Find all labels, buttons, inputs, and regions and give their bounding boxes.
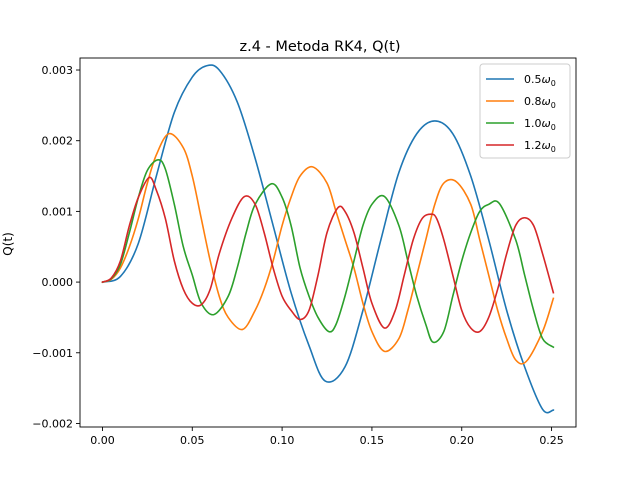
legend-label-2: 1.0ω0 <box>524 117 556 132</box>
x-tick-label: 0.20 <box>449 434 474 447</box>
y-tick-label: 0.000 <box>42 276 74 289</box>
series-layer <box>101 64 555 414</box>
y-tick-label: −0.001 <box>32 347 73 360</box>
legend-box <box>479 63 571 159</box>
legend: 0.5ω0 0.8ω0 1.0ω0 1.2ω0 <box>479 63 571 159</box>
x-tick-label: 0.05 <box>180 434 205 447</box>
y-tick-label: 0.002 <box>42 135 74 148</box>
legend-label-1: 0.8ω0 <box>524 95 556 110</box>
y-tick-label: 0.001 <box>42 205 74 218</box>
x-tick-label: 0.00 <box>90 434 115 447</box>
y-tick-label: −0.002 <box>32 417 73 430</box>
y-tick-label: 0.003 <box>42 64 74 77</box>
series-line-1 <box>101 132 555 365</box>
series-line-2 <box>101 158 555 349</box>
plot-frame <box>79 57 577 428</box>
axes-layer: 0.00 0.05 0.10 0.15 0.20 0.25 −0.002 −0.001 0.00… <box>32 57 577 447</box>
series-line-3 <box>101 176 555 334</box>
y-axis-label: Q(t) <box>1 232 15 256</box>
chart-title: z.4 - Metoda RK4, Q(t) <box>239 39 400 55</box>
x-tick-label: 0.10 <box>270 434 295 447</box>
x-tick-label: 0.25 <box>539 434 564 447</box>
legend-label-3: 1.2ω0 <box>524 139 556 154</box>
legend-label-0: 0.5ω0 <box>524 73 556 88</box>
series-line-0 <box>101 64 555 414</box>
x-tick-label: 0.15 <box>360 434 385 447</box>
